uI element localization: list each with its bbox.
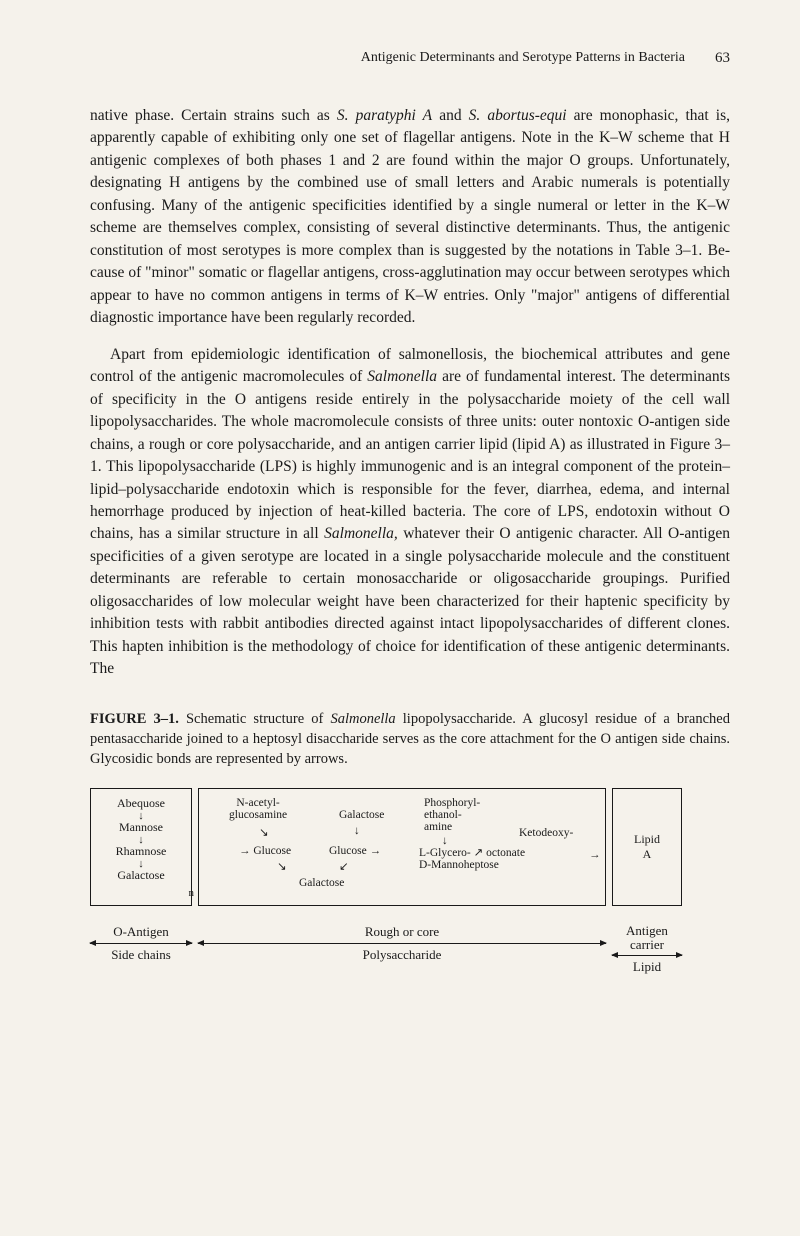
lipid-box: Lipid A [612, 788, 682, 906]
o-antigen-box: Abequose ↓ Mannose ↓ Rhamnose ↓ Galactos… [90, 788, 192, 906]
paragraph-1: native phase. Certain strains such as S.… [90, 105, 730, 330]
diagram-labels: O-Antigen Side chains Rough or core Poly… [90, 924, 730, 976]
figure-caption: FIGURE 3–1. Schematic structure of Salmo… [90, 709, 730, 770]
core-box: N-acetyl-glucosamine Galactose Phosphory… [198, 788, 606, 906]
page-number: 63 [715, 50, 730, 67]
paragraph-2: Apart from epidemiologic identification … [90, 344, 730, 681]
header-title: Antigenic Determinants and Serotype Patt… [361, 50, 685, 67]
lps-diagram: Abequose ↓ Mannose ↓ Rhamnose ↓ Galactos… [90, 788, 730, 906]
page-header: Antigenic Determinants and Serotype Patt… [90, 50, 730, 67]
